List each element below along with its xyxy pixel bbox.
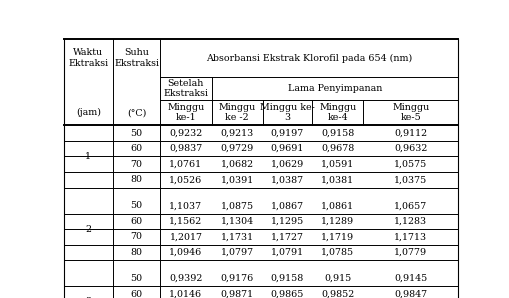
Text: 1,1727: 1,1727 (271, 232, 304, 241)
Text: 0,9158: 0,9158 (321, 128, 354, 138)
Text: 1,1562: 1,1562 (169, 217, 203, 226)
Text: 1,0797: 1,0797 (220, 248, 254, 257)
Text: 0,9632: 0,9632 (394, 144, 428, 153)
Text: Minggu ke-
3: Minggu ke- 3 (260, 103, 315, 122)
Text: Waktu
Ektraksi: Waktu Ektraksi (68, 49, 108, 68)
Text: Lama Penyimpanan: Lama Penyimpanan (288, 84, 382, 93)
Text: 0,9837: 0,9837 (169, 144, 203, 153)
Text: 1,1037: 1,1037 (169, 201, 203, 210)
Text: 1,0391: 1,0391 (220, 175, 254, 184)
Text: 0,9729: 0,9729 (220, 144, 254, 153)
Text: Minggu
ke-1: Minggu ke-1 (167, 103, 205, 122)
Text: 3: 3 (85, 297, 91, 298)
Text: (°C): (°C) (127, 108, 146, 117)
Text: 70: 70 (131, 232, 143, 241)
Text: 1,0387: 1,0387 (271, 175, 304, 184)
Text: 1,0779: 1,0779 (394, 248, 428, 257)
Text: 80: 80 (131, 175, 143, 184)
Text: 0,9213: 0,9213 (220, 128, 254, 138)
Text: 50: 50 (130, 128, 143, 138)
Text: 1,0146: 1,0146 (169, 290, 203, 298)
Text: 0,9678: 0,9678 (321, 144, 354, 153)
Text: 0,915: 0,915 (324, 274, 351, 283)
Text: 80: 80 (131, 248, 143, 257)
Text: 0,9392: 0,9392 (169, 274, 203, 283)
Text: 2: 2 (86, 225, 91, 234)
Text: 0,9197: 0,9197 (271, 128, 304, 138)
Text: Suhu
Ekstraksi: Suhu Ekstraksi (114, 49, 159, 68)
Text: 60: 60 (130, 217, 143, 226)
Text: 1,1283: 1,1283 (394, 217, 428, 226)
Text: 1,0785: 1,0785 (321, 248, 354, 257)
Text: 1,1304: 1,1304 (220, 217, 254, 226)
Text: 1,0375: 1,0375 (394, 175, 428, 184)
Text: 1,0381: 1,0381 (321, 175, 354, 184)
Text: 50: 50 (130, 274, 143, 283)
Text: 0,9158: 0,9158 (271, 274, 304, 283)
Text: Minggu
ke-5: Minggu ke-5 (392, 103, 430, 122)
Text: 0,9871: 0,9871 (220, 290, 254, 298)
Text: Minggu
ke-4: Minggu ke-4 (319, 103, 356, 122)
Text: 1,0682: 1,0682 (220, 160, 254, 169)
Text: Setelah
Ekstraksi: Setelah Ekstraksi (163, 79, 208, 98)
Text: 1,0657: 1,0657 (394, 201, 428, 210)
Text: 1,0946: 1,0946 (169, 248, 203, 257)
Text: 1: 1 (86, 152, 91, 161)
Text: 1,0761: 1,0761 (169, 160, 203, 169)
Text: 0,9112: 0,9112 (394, 128, 428, 138)
Text: 0,9852: 0,9852 (321, 290, 354, 298)
Text: 1,1289: 1,1289 (321, 217, 354, 226)
Text: 0,9847: 0,9847 (394, 290, 428, 298)
Text: 0,9176: 0,9176 (220, 274, 254, 283)
Text: 1,2017: 1,2017 (169, 232, 203, 241)
Text: 1,0629: 1,0629 (271, 160, 304, 169)
Text: Minggu
ke -2: Minggu ke -2 (218, 103, 256, 122)
Text: 1,0867: 1,0867 (271, 201, 304, 210)
Text: 0,9232: 0,9232 (169, 128, 203, 138)
Text: 1,1295: 1,1295 (271, 217, 304, 226)
Text: 70: 70 (131, 160, 143, 169)
Text: 1,1719: 1,1719 (321, 232, 354, 241)
Text: 50: 50 (130, 201, 143, 210)
Text: 1,0591: 1,0591 (321, 160, 354, 169)
Text: 1,1713: 1,1713 (394, 232, 428, 241)
Text: 60: 60 (130, 290, 143, 298)
Text: 1,0791: 1,0791 (271, 248, 304, 257)
Text: 1,0575: 1,0575 (394, 160, 428, 169)
Text: 1,0861: 1,0861 (321, 201, 354, 210)
Text: 1,0875: 1,0875 (220, 201, 254, 210)
Text: 0,9145: 0,9145 (394, 274, 428, 283)
Text: 1,0526: 1,0526 (169, 175, 203, 184)
Text: (jam): (jam) (76, 108, 101, 117)
Text: Absorbansi Ekstrak Klorofil pada 654 (nm): Absorbansi Ekstrak Klorofil pada 654 (nm… (206, 54, 412, 63)
Text: 1,1731: 1,1731 (220, 232, 254, 241)
Text: 0,9865: 0,9865 (271, 290, 304, 298)
Text: 60: 60 (130, 144, 143, 153)
Text: 0,9691: 0,9691 (271, 144, 304, 153)
